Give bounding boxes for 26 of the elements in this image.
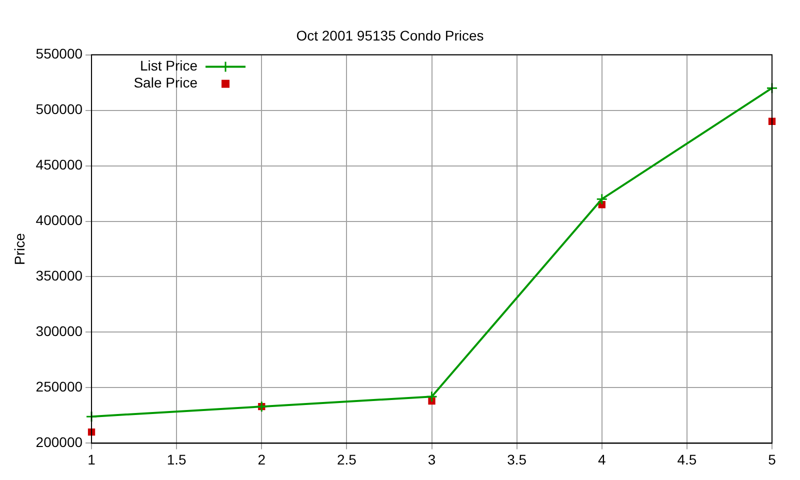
y-tick-label: 200000 — [36, 434, 83, 450]
y-axis-title: Price — [11, 232, 28, 265]
x-tick-label: 3 — [428, 451, 436, 468]
x-tick-label: 3.5 — [507, 451, 527, 468]
point — [766, 82, 778, 94]
x-tick-label: 4.5 — [677, 451, 697, 468]
point — [86, 410, 98, 422]
x-tick-label: 1.5 — [166, 451, 187, 468]
point — [256, 400, 268, 412]
legend-label: List Price — [140, 58, 198, 74]
point — [596, 193, 608, 205]
x-tick-label: 2 — [258, 451, 266, 468]
y-tick-label: 300000 — [36, 323, 83, 340]
x-tick-label: 4 — [598, 451, 606, 468]
legend-label: Sale Price — [134, 74, 198, 91]
y-tick-label: 450000 — [36, 156, 83, 173]
x-tick-label: 5 — [768, 451, 776, 468]
y-tick-label: 350000 — [36, 268, 83, 284]
y-tick-label: 250000 — [36, 378, 83, 395]
x-tick-label: 1 — [88, 451, 96, 468]
y-tick-label: 550000 — [36, 46, 83, 62]
x-tick-label: 2.5 — [336, 451, 357, 468]
point — [426, 390, 438, 402]
chart-title: Oct 2001 95135 Condo Prices — [296, 27, 484, 44]
y-tick-label: 500000 — [36, 101, 83, 118]
y-tick-label: 400000 — [36, 212, 83, 228]
